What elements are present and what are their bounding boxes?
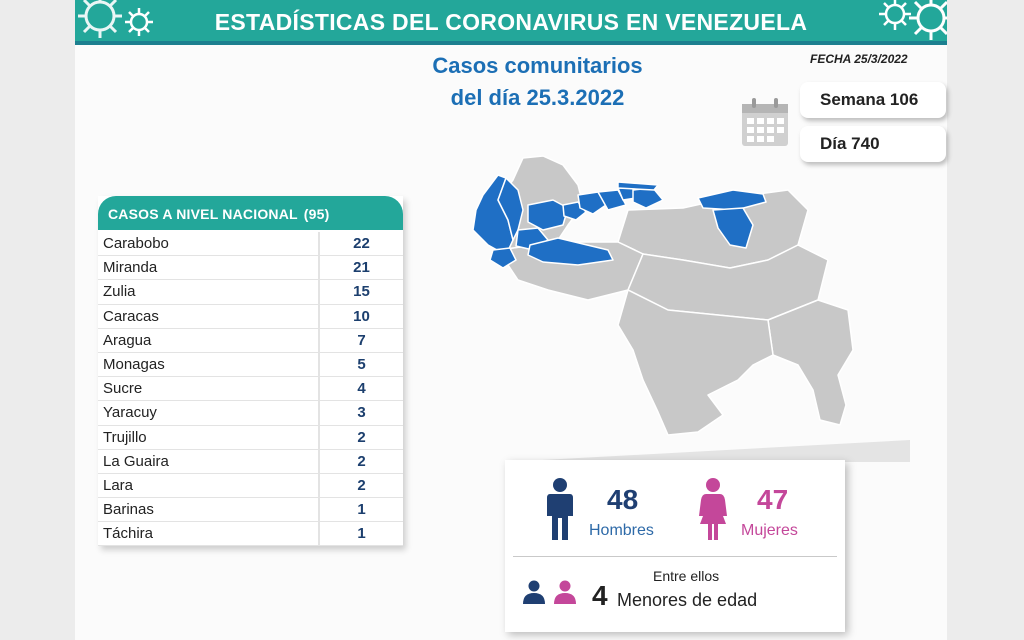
- map-gray-region: [767, 299, 854, 426]
- map-state-miranda: [632, 187, 664, 209]
- table-row: Trujillo 2: [98, 425, 403, 450]
- table-row: Monagas 5: [98, 352, 403, 378]
- state-name: Yaracuy: [98, 401, 320, 425]
- map-state-tachira: [489, 247, 517, 269]
- table-heading: CASOS A NIVEL NACIONAL: [108, 206, 298, 222]
- subtitle-line-1: Casos comunitarios: [432, 53, 643, 78]
- table-total: (95): [303, 206, 330, 222]
- table-rows: Carabobo 22 Miranda 21 Zulia 15 Caracas 10 Aragu…: [98, 230, 403, 547]
- left-margin: [0, 0, 75, 640]
- table-row: Yaracuy 3: [98, 401, 403, 426]
- map-gray-region: [617, 289, 774, 436]
- state-name: Sucre: [98, 377, 320, 401]
- state-cases: 22: [353, 235, 370, 253]
- map-state-sucre: [697, 189, 767, 211]
- man-icon: [547, 478, 573, 540]
- women-count: 47: [757, 484, 789, 515]
- state-cases: 10: [353, 307, 370, 325]
- minors-count: 4: [592, 580, 608, 611]
- woman-icon: [699, 478, 727, 540]
- table-row: Miranda 21: [98, 256, 403, 281]
- map-state-la-guaira: [617, 181, 659, 191]
- map-state-barinas: [527, 237, 614, 266]
- day-badge: Día 740: [800, 126, 946, 162]
- men-label: Hombres: [589, 522, 654, 539]
- table-row: Táchira 1: [98, 522, 403, 547]
- table-row: Aragua 7: [98, 328, 403, 353]
- map-state-monagas: [712, 207, 754, 249]
- state-cases: 5: [357, 356, 366, 374]
- state-name: Táchira: [98, 522, 320, 546]
- state-name: Zulia: [98, 280, 320, 304]
- page-title: ESTADÍSTICAS DEL CORONAVIRUS EN VENEZUEL…: [214, 9, 808, 35]
- calendar-icon: [742, 98, 788, 146]
- subtitle: Casos comunitarios del día 25.3.2022: [395, 50, 680, 114]
- table-row: La Guaira 2: [98, 449, 403, 474]
- state-cases: 1: [357, 525, 366, 543]
- state-cases: 2: [357, 452, 366, 470]
- map-state-lara: [527, 199, 569, 231]
- state-name: Miranda: [98, 256, 320, 280]
- state-name: Caracas: [98, 304, 320, 328]
- child-icon: [554, 580, 576, 604]
- table-row: Zulia 15: [98, 280, 403, 305]
- state-name: Monagas: [98, 352, 320, 377]
- state-name: Trujillo: [98, 425, 320, 449]
- state-cases: 2: [357, 476, 366, 494]
- table-row: Caracas 10: [98, 304, 403, 329]
- state-name: Carabobo: [98, 232, 320, 256]
- cases-table: CASOS A NIVEL NACIONAL (95) Carabobo 22 Mir…: [98, 196, 403, 547]
- minors-label: Menores de edad: [617, 590, 758, 610]
- table-row: Lara 2: [98, 473, 403, 499]
- state-cases: 3: [357, 404, 366, 422]
- map-state-zulia: [497, 177, 524, 241]
- among-label: Entre ellos: [653, 568, 720, 584]
- virus-icon: [125, 8, 153, 36]
- state-cases: 7: [357, 331, 366, 349]
- divider: [513, 556, 837, 557]
- state-cases: 4: [357, 380, 366, 398]
- state-cases: 21: [353, 259, 370, 277]
- map-state-carabobo: [577, 191, 607, 215]
- state-cases: 15: [353, 283, 370, 301]
- state-name: Lara: [98, 473, 320, 498]
- virus-icon: [909, 0, 947, 40]
- child-icon: [523, 580, 545, 604]
- men-count: 48: [607, 484, 639, 515]
- state-cases: 1: [357, 501, 366, 519]
- state-name: Aragua: [98, 328, 320, 352]
- state-cases: 2: [357, 428, 366, 446]
- table-row: Carabobo 22: [98, 232, 403, 257]
- table-row: Barinas 1: [98, 498, 403, 523]
- map-state-aragua: [597, 189, 627, 211]
- state-name: La Guaira: [98, 449, 320, 473]
- venezuela-map: [472, 155, 854, 436]
- women-label: Mujeres: [741, 522, 798, 539]
- virus-icon: [879, 0, 911, 30]
- table-header: CASOS A NIVEL NACIONAL (95): [98, 196, 403, 230]
- date-label: FECHA 25/3/2022: [810, 52, 908, 66]
- gender-stats-panel: 48 Hombres 47 Mujeres Entre ellos 4 Meno…: [505, 460, 845, 632]
- virus-icon: [78, 0, 122, 38]
- right-margin: [947, 0, 1024, 640]
- state-name: Barinas: [98, 498, 320, 522]
- header-banner: ESTADÍSTICAS DEL CORONAVIRUS EN VENEZUEL…: [75, 0, 947, 45]
- subtitle-line-2: del día 25.3.2022: [450, 85, 625, 110]
- table-row: Sucre 4: [98, 377, 403, 402]
- week-badge: Semana 106: [800, 82, 946, 118]
